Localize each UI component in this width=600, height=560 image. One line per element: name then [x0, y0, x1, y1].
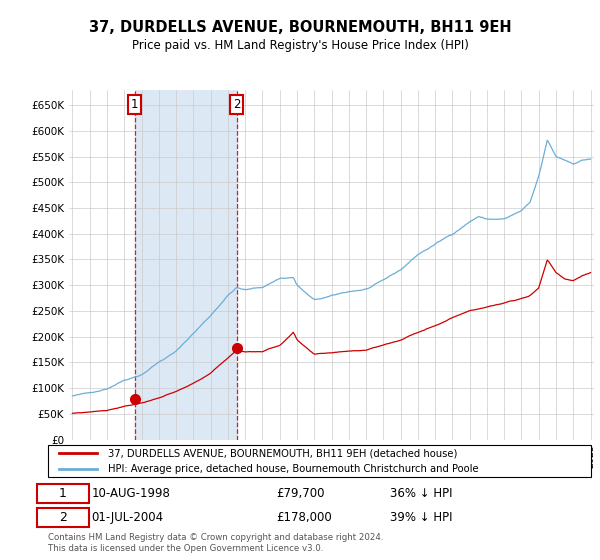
Text: HPI: Average price, detached house, Bournemouth Christchurch and Poole: HPI: Average price, detached house, Bour…: [108, 464, 478, 474]
Text: 10-AUG-1998: 10-AUG-1998: [91, 487, 170, 501]
Text: 2: 2: [59, 511, 67, 524]
Text: 01-JUL-2004: 01-JUL-2004: [91, 511, 164, 524]
FancyBboxPatch shape: [37, 508, 89, 528]
FancyBboxPatch shape: [37, 484, 89, 503]
Text: 1: 1: [59, 487, 67, 501]
Text: 2: 2: [233, 99, 240, 111]
Text: 36% ↓ HPI: 36% ↓ HPI: [390, 487, 452, 501]
Text: Price paid vs. HM Land Registry's House Price Index (HPI): Price paid vs. HM Land Registry's House …: [131, 39, 469, 52]
Text: 1: 1: [131, 99, 139, 111]
Text: 37, DURDELLS AVENUE, BOURNEMOUTH, BH11 9EH: 37, DURDELLS AVENUE, BOURNEMOUTH, BH11 9…: [89, 20, 511, 35]
Text: 37, DURDELLS AVENUE, BOURNEMOUTH, BH11 9EH (detached house): 37, DURDELLS AVENUE, BOURNEMOUTH, BH11 9…: [108, 449, 457, 459]
Bar: [135, 90, 236, 440]
Text: 39% ↓ HPI: 39% ↓ HPI: [390, 511, 452, 524]
FancyBboxPatch shape: [48, 445, 591, 477]
Text: £79,700: £79,700: [276, 487, 325, 501]
Text: Contains HM Land Registry data © Crown copyright and database right 2024.
This d: Contains HM Land Registry data © Crown c…: [48, 533, 383, 553]
Text: £178,000: £178,000: [276, 511, 332, 524]
